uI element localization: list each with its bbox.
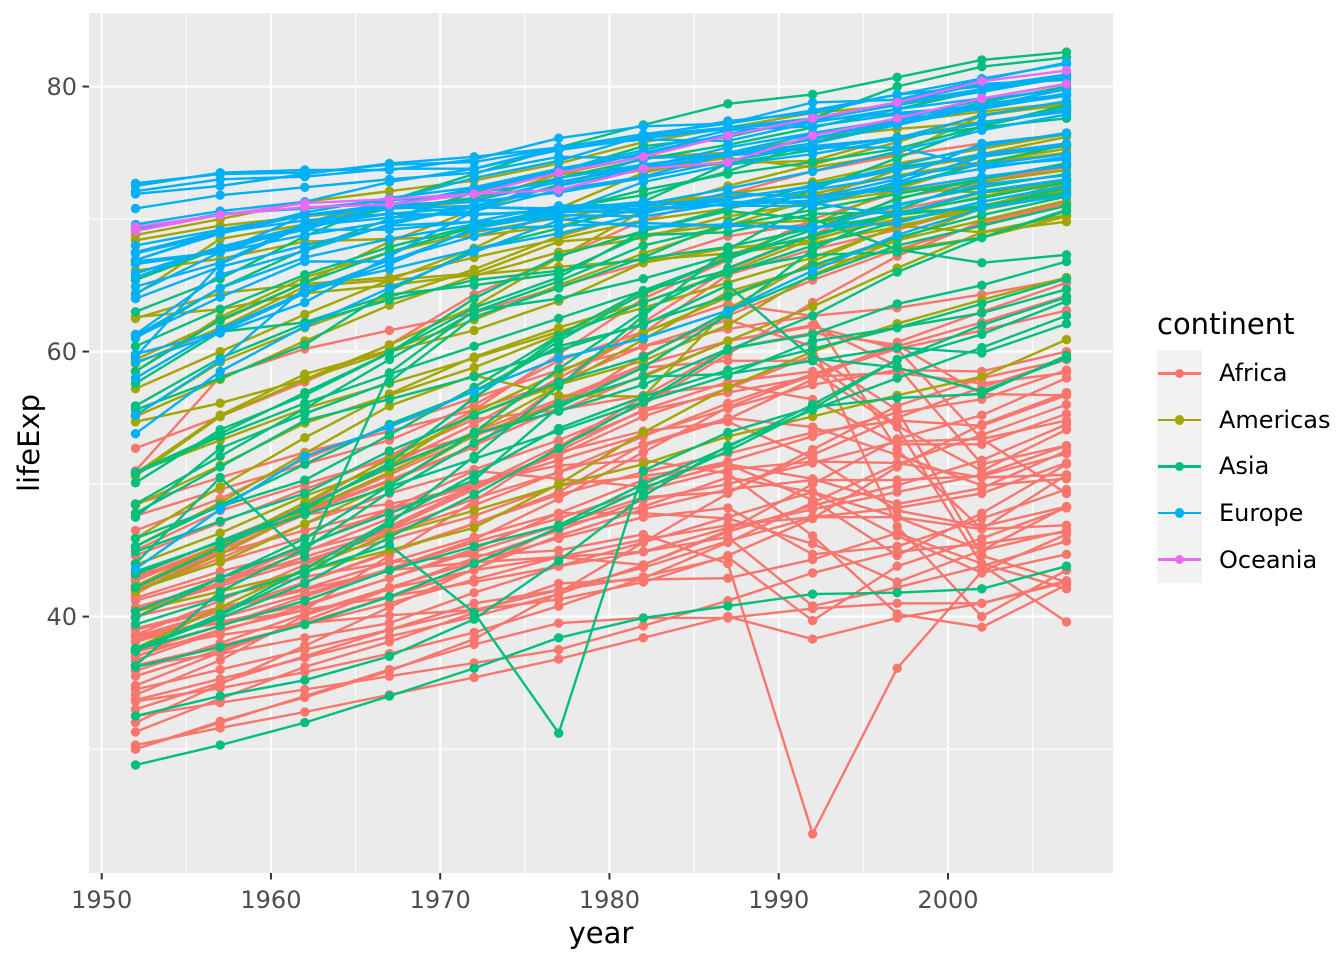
country-series	[130, 191, 1072, 518]
legend: continent Africa Americas Asia Europe Oc…	[1157, 307, 1331, 583]
x-tick-label-2000: 2000	[917, 886, 979, 914]
legend-key-americas	[1157, 396, 1202, 444]
y-tick-label-40: 40	[46, 602, 77, 631]
legend-key-asia	[1157, 443, 1202, 490]
legend-item-africa: Africa	[1157, 350, 1331, 397]
x-tick-label-1970: 1970	[409, 886, 471, 914]
legend-label-africa: Africa	[1219, 359, 1288, 388]
x-tick-label-1960: 1960	[240, 886, 302, 914]
legend-item-europe: Europe	[1157, 489, 1331, 537]
country-series	[130, 109, 1072, 283]
legend-items: Africa Americas Asia Europe Oceania	[1157, 350, 1331, 583]
legend-item-oceania: Oceania	[1157, 536, 1331, 583]
country-series	[130, 206, 1072, 488]
country-series	[130, 79, 1072, 232]
y-tick-label-80: 80	[46, 72, 77, 101]
legend-item-asia: Asia	[1157, 443, 1331, 490]
country-series	[130, 503, 1072, 714]
axis-tick-marks	[82, 85, 949, 880]
country-series	[130, 190, 1072, 574]
x-axis-title: year	[568, 916, 634, 950]
legend-label-asia: Asia	[1219, 452, 1270, 481]
country-series	[130, 311, 1072, 721]
legend-title: continent	[1157, 307, 1295, 341]
legend-label-europe: Europe	[1219, 499, 1304, 528]
legend-item-americas: Americas	[1157, 396, 1331, 444]
y-axis-title: lifeExp	[12, 393, 46, 493]
legend-key-oceania	[1157, 536, 1202, 583]
x-tick-label-1990: 1990	[748, 886, 810, 914]
x-tick-label-1980: 1980	[578, 886, 640, 914]
y-tick-label-60: 60	[46, 337, 77, 366]
legend-label-oceania: Oceania	[1219, 545, 1318, 574]
legend-key-africa	[1157, 350, 1202, 397]
x-tick-label-1950: 1950	[71, 886, 133, 914]
legend-key-europe	[1157, 489, 1202, 537]
country-series	[130, 65, 1072, 236]
legend-label-americas: Americas	[1219, 405, 1331, 434]
country-series	[130, 561, 1072, 770]
country-series	[130, 365, 1072, 640]
